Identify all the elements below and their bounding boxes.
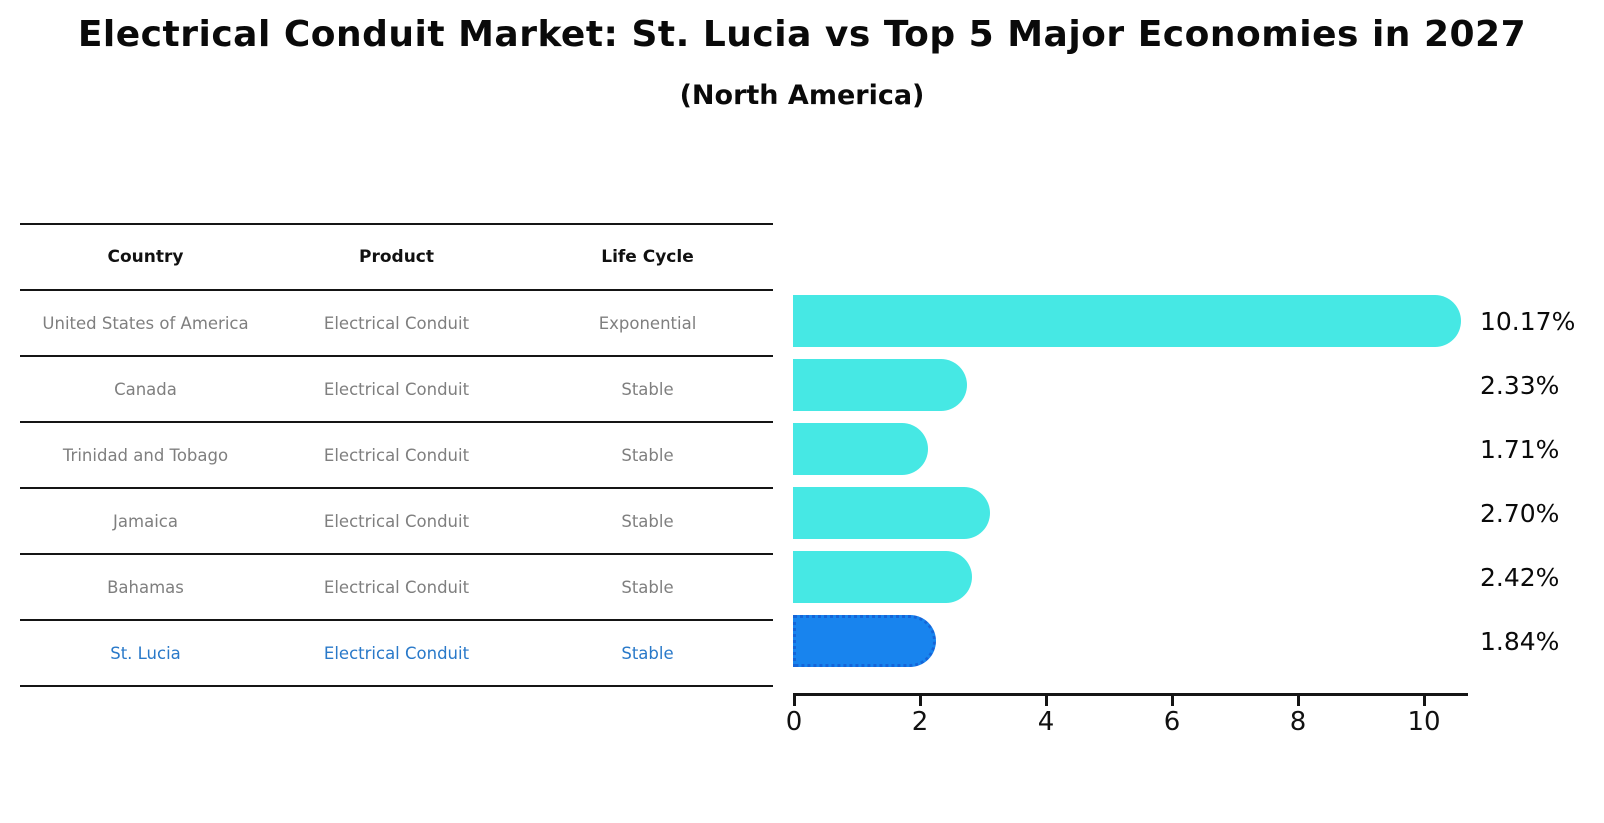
bar-Trinidad and Tobago: [793, 423, 928, 475]
cell-product: Electrical Conduit: [323, 379, 470, 399]
table-row: United States of America Electrical Condu…: [20, 289, 773, 355]
cell-life-cycle: Stable: [621, 379, 674, 399]
cell-country: St. Lucia: [110, 643, 181, 663]
value-label: 2.33%: [1480, 370, 1560, 400]
table-header-row: Country Product Life Cycle: [20, 223, 773, 289]
cell-product: Electrical Conduit: [323, 313, 470, 333]
column-header-product: Product: [359, 247, 434, 267]
value-label: 1.71%: [1480, 434, 1560, 464]
bar-highlight-St. Lucia: [793, 615, 936, 667]
table-row: Jamaica Electrical Conduit Stable: [20, 487, 773, 553]
page-subtitle: (North America): [679, 80, 925, 111]
x-tick: [1422, 696, 1426, 706]
cell-country: Bahamas: [107, 577, 184, 597]
cell-life-cycle: Stable: [621, 445, 674, 465]
table-body: United States of America Electrical Condu…: [20, 289, 773, 685]
x-tick: [1044, 696, 1048, 706]
cell-product: Electrical Conduit: [323, 577, 470, 597]
x-tick: [792, 696, 796, 706]
cell-life-cycle: Stable: [621, 577, 674, 597]
bar-United States of America: [793, 295, 1461, 347]
x-tick: [1296, 696, 1300, 706]
value-label: 2.42%: [1480, 562, 1560, 592]
column-header-life-cycle: Life Cycle: [601, 247, 694, 267]
bar-Jamaica: [793, 487, 991, 539]
table-row: Trinidad and Tobago Electrical Conduit Sta…: [20, 421, 773, 487]
value-label: 1.84%: [1480, 626, 1560, 656]
bar-Bahamas: [793, 551, 973, 603]
table-row: Canada Electrical Conduit Stable: [20, 355, 773, 421]
table-row: Bahamas Electrical Conduit Stable: [20, 553, 773, 619]
x-tick: [1170, 696, 1174, 706]
x-tick-label: 0: [785, 707, 803, 737]
cell-life-cycle: Exponential: [598, 313, 697, 333]
cell-product: Electrical Conduit: [323, 643, 470, 663]
x-axis-line: [793, 693, 1468, 696]
x-tick: [918, 696, 922, 706]
cell-country: United States of America: [42, 313, 249, 333]
cell-country: Jamaica: [113, 511, 178, 531]
bar-Canada: [793, 359, 967, 411]
cell-life-cycle: Stable: [621, 511, 674, 531]
cell-life-cycle: Stable: [621, 643, 674, 663]
cell-product: Electrical Conduit: [323, 445, 470, 465]
cell-country: Canada: [114, 379, 177, 399]
value-label: 2.70%: [1480, 498, 1560, 528]
table-row: St. Lucia Electrical Conduit Stable: [20, 619, 773, 685]
page-title: Electrical Conduit Market: St. Lucia vs …: [77, 14, 1527, 55]
x-tick-label: 4: [1037, 707, 1055, 737]
cell-product: Electrical Conduit: [323, 511, 470, 531]
country-table: Country Product Life Cycle United States…: [20, 223, 773, 687]
bar-chart: 0 2 4 6 8 10: [786, 289, 1468, 789]
value-label: 10.17%: [1480, 306, 1576, 336]
cell-country: Trinidad and Tobago: [62, 445, 229, 465]
x-tick-label: 6: [1163, 707, 1181, 737]
x-tick-label: 8: [1289, 707, 1307, 737]
column-header-country: Country: [107, 247, 184, 267]
x-tick-label: 2: [911, 707, 929, 737]
x-tick-label: 10: [1407, 707, 1441, 737]
